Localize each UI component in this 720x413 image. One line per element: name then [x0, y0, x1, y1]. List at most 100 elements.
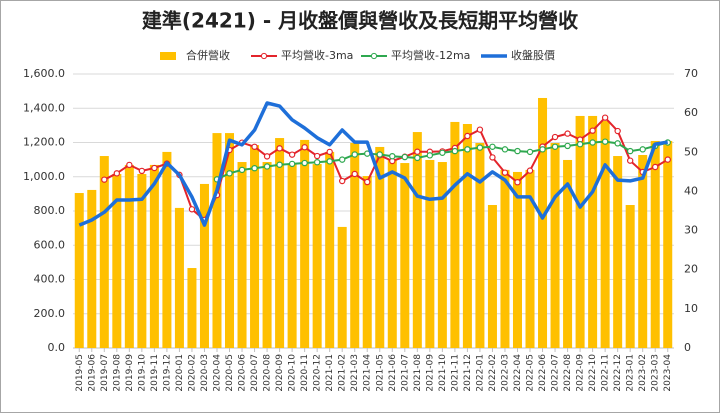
bar [575, 115, 585, 348]
legend-marker [370, 52, 378, 60]
point [464, 132, 471, 140]
legend-label: 平均營收-3ma [281, 48, 353, 62]
legend-marker [260, 52, 268, 60]
point [601, 114, 609, 121]
x-tick-label: 2022-06 [538, 354, 548, 392]
bar [162, 151, 172, 348]
point [276, 161, 283, 168]
legend-label: 收盤股價 [511, 48, 555, 62]
point [288, 160, 296, 168]
bar [212, 133, 222, 348]
x-tick-label: 2021-11 [450, 354, 460, 392]
x-tick-label: 2022-04 [513, 354, 523, 392]
bar [87, 189, 97, 348]
point [151, 164, 158, 172]
x-tick-label: 2022-09 [576, 354, 586, 392]
point [126, 161, 133, 169]
point [351, 170, 358, 178]
x-tick-label: 2022-10 [588, 354, 598, 392]
bar [600, 120, 610, 348]
x-tick-label: 2023-01 [626, 354, 636, 392]
y-tick-label: 0.0 [48, 341, 66, 354]
y2-tick-label: 40 [684, 184, 698, 197]
point [288, 151, 296, 158]
x-tick-label: 2019-06 [87, 354, 97, 392]
bar [137, 174, 147, 348]
y2-tick-label: 0 [684, 341, 691, 354]
bar [487, 205, 497, 348]
y-tick-label: 1,600.0 [23, 67, 65, 80]
bar [250, 145, 260, 348]
point [614, 140, 621, 147]
point [589, 127, 596, 134]
point [426, 152, 434, 159]
y2-tick-label: 20 [684, 263, 698, 276]
point [263, 153, 271, 160]
point [476, 144, 484, 151]
bar [124, 164, 134, 348]
point [564, 142, 571, 150]
x-tick-label: 2019-08 [112, 354, 122, 392]
bar [325, 151, 335, 348]
x-tick-label: 2020-08 [263, 354, 273, 392]
x-tick-label: 2020-03 [200, 354, 210, 392]
point [263, 163, 271, 170]
point [514, 147, 521, 155]
point [238, 166, 246, 174]
x-tick-label: 2023-04 [663, 354, 673, 392]
x-tick-label: 2021-01 [325, 354, 335, 392]
x-tick-label: 2020-10 [288, 354, 298, 392]
point [338, 177, 346, 185]
bar [337, 226, 347, 348]
y-tick-label: 400.0 [34, 273, 66, 286]
x-tick-label: 2021-04 [363, 354, 373, 392]
point [564, 130, 571, 137]
point [652, 163, 659, 171]
bar [613, 156, 623, 348]
x-tick-label: 2021-08 [413, 354, 423, 392]
x-tick-label: 2021-02 [338, 354, 348, 392]
x-tick-label: 2021-12 [463, 354, 473, 392]
point [301, 159, 308, 167]
point [489, 154, 496, 161]
bar [187, 268, 197, 348]
x-tick-label: 2020-02 [187, 354, 197, 392]
point [251, 164, 258, 172]
bar [275, 138, 285, 348]
x-tick-label: 2022-12 [613, 354, 623, 392]
point [364, 178, 371, 186]
point [514, 179, 521, 186]
point [376, 151, 383, 158]
bar [174, 207, 184, 348]
point [414, 148, 421, 155]
y2-tick-label: 60 [684, 106, 698, 119]
x-tick-label: 2019-12 [162, 354, 172, 392]
y2-tick-label: 50 [684, 145, 698, 158]
point [326, 158, 333, 165]
bar [149, 164, 159, 348]
legend-label: 平均營收-12ma [391, 48, 470, 62]
point [351, 151, 358, 158]
bar [287, 164, 297, 348]
point [551, 143, 559, 150]
bar [563, 159, 573, 348]
point [576, 141, 584, 148]
bar [512, 171, 522, 348]
x-tick-label: 2020-05 [225, 354, 235, 392]
x-tick-label: 2021-07 [400, 354, 410, 392]
x-tick-label: 2021-06 [388, 354, 398, 392]
point [526, 148, 534, 156]
point [276, 145, 283, 152]
y-tick-label: 1,200.0 [23, 136, 65, 149]
bar [663, 140, 673, 348]
y2-tick-label: 70 [684, 67, 698, 80]
x-tick-label: 2019-10 [137, 354, 147, 392]
x-tick-label: 2022-03 [500, 354, 510, 392]
bar [462, 124, 472, 348]
point [501, 146, 509, 153]
point [313, 152, 321, 160]
x-tick-label: 2020-09 [275, 354, 285, 392]
point [626, 157, 634, 164]
bar [99, 156, 109, 348]
point [113, 170, 121, 177]
